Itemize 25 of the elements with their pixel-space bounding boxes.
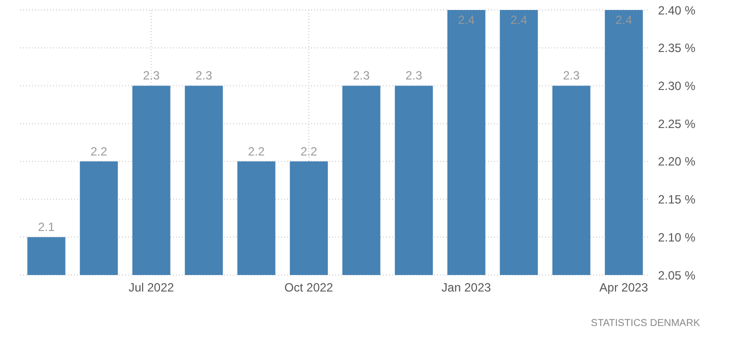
data-label: 2.3 bbox=[353, 68, 370, 83]
x-tick-label: Oct 2022 bbox=[284, 280, 334, 295]
data-label: 2.3 bbox=[143, 68, 160, 83]
data-label: 2.4 bbox=[616, 13, 633, 27]
y-tick-label: 2.25 % bbox=[658, 116, 696, 131]
y-tick-label: 2.40 % bbox=[658, 3, 696, 18]
x-tick-label: Jan 2023 bbox=[442, 280, 492, 295]
data-label: 2.4 bbox=[510, 13, 528, 27]
data-label: 2.4 bbox=[458, 13, 476, 27]
x-tick-label: Jul 2022 bbox=[128, 280, 174, 295]
y-tick-label: 2.30 % bbox=[658, 78, 696, 93]
y-tick-label: 2.05 % bbox=[658, 268, 696, 282]
data-label: 2.2 bbox=[300, 144, 318, 158]
data-label: 2.3 bbox=[563, 68, 580, 83]
data-label: 2.1 bbox=[38, 220, 56, 234]
y-tick-label: 2.35 % bbox=[658, 41, 696, 56]
data-label: 2.2 bbox=[248, 144, 266, 158]
y-tick-label: 2.15 % bbox=[658, 192, 696, 207]
x-tick-label: Apr 2023 bbox=[599, 280, 648, 295]
text: STATISTICS DENMARK bbox=[590, 318, 700, 329]
y-tick-label: 2.10 % bbox=[658, 230, 696, 244]
y-tick-label: 2.20 % bbox=[658, 154, 696, 169]
data-label: 2.2 bbox=[90, 144, 108, 158]
data-label: 2.3 bbox=[406, 68, 423, 83]
data-label: 2.3 bbox=[196, 68, 213, 83]
